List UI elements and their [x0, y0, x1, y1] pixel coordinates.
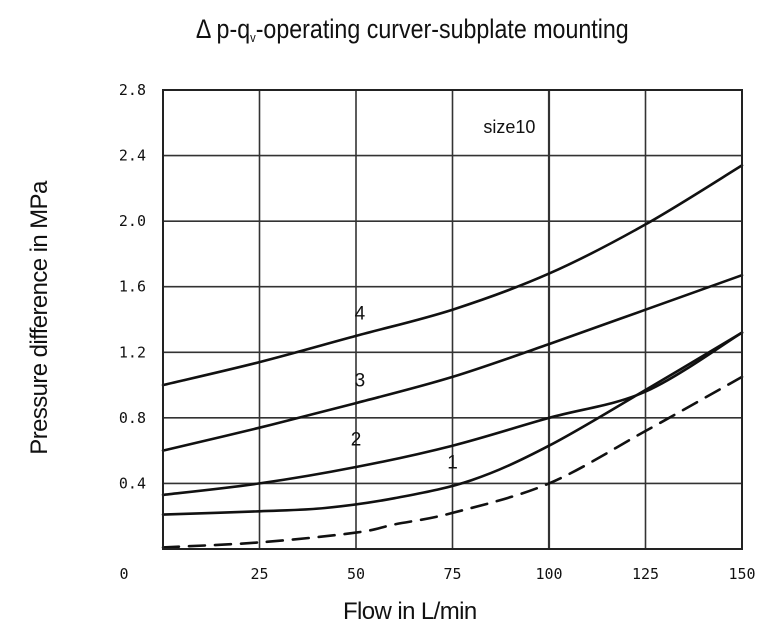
plot-frame [162, 89, 743, 550]
chart-title: Δ p-qv-operating curver-subplate mountin… [150, 14, 675, 45]
size-annotation: size10 [483, 117, 535, 137]
y-tick-label: 1.2 [119, 343, 146, 361]
y-axis-label: Pressure difference in MPa [26, 181, 53, 455]
y-tick-label: 1.6 [119, 278, 146, 296]
x-tick-label: 0 [119, 565, 128, 583]
curve-label-1: 1 [447, 453, 458, 474]
y-tick-label: 2.0 [119, 212, 146, 230]
x-tick-label: 125 [632, 565, 659, 583]
curve-label-2: 2 [351, 430, 362, 451]
x-tick-label: 50 [347, 565, 365, 583]
curve-2 [161, 331, 744, 497]
y-tick-label: 0.8 [119, 409, 146, 427]
x-tick-label: 100 [535, 565, 562, 583]
x-tick-label: 150 [728, 565, 755, 583]
curve-3 [161, 273, 744, 452]
curves [161, 164, 744, 549]
curve-1 [161, 331, 744, 516]
grid-lines [163, 90, 742, 549]
x-axis-label: Flow in L/min [343, 598, 477, 625]
tick-labels: 0 25 50 75 100 125 150 0.4 0.8 1.2 1.6 2.0 2.4 2.8 [119, 81, 756, 583]
x-tick-label: 25 [250, 565, 268, 583]
y-tick-label: 0.4 [119, 474, 146, 492]
curve-dashed [161, 375, 744, 549]
curve-4 [161, 164, 744, 387]
y-tick-label: 2.8 [119, 81, 146, 99]
curve-label-3: 3 [355, 371, 366, 392]
curve-label-4: 4 [355, 304, 366, 325]
title-subscript: v [250, 30, 256, 45]
curve-labels: 4 3 2 1 size10 [351, 117, 536, 473]
title-main: Δ p-q [195, 14, 251, 44]
title-rest: -operating curver-subplate mounting [255, 14, 629, 44]
y-tick-label: 2.4 [119, 147, 146, 165]
x-tick-label: 75 [443, 565, 461, 583]
